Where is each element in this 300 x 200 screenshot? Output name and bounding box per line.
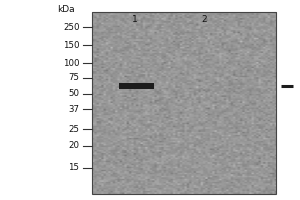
Text: 25: 25 (68, 124, 80, 134)
Text: 1: 1 (132, 16, 138, 24)
Text: 75: 75 (68, 73, 80, 82)
Text: kDa: kDa (57, 4, 75, 14)
Text: 20: 20 (68, 142, 80, 150)
Text: 2: 2 (201, 16, 207, 24)
Text: 250: 250 (63, 22, 80, 31)
Bar (92, 12, 276, 194)
Text: 50: 50 (68, 90, 80, 98)
Text: 150: 150 (63, 40, 80, 49)
Text: 100: 100 (63, 58, 80, 68)
Bar (119, 83, 154, 89)
Text: 37: 37 (68, 105, 80, 114)
Text: 15: 15 (68, 164, 80, 172)
